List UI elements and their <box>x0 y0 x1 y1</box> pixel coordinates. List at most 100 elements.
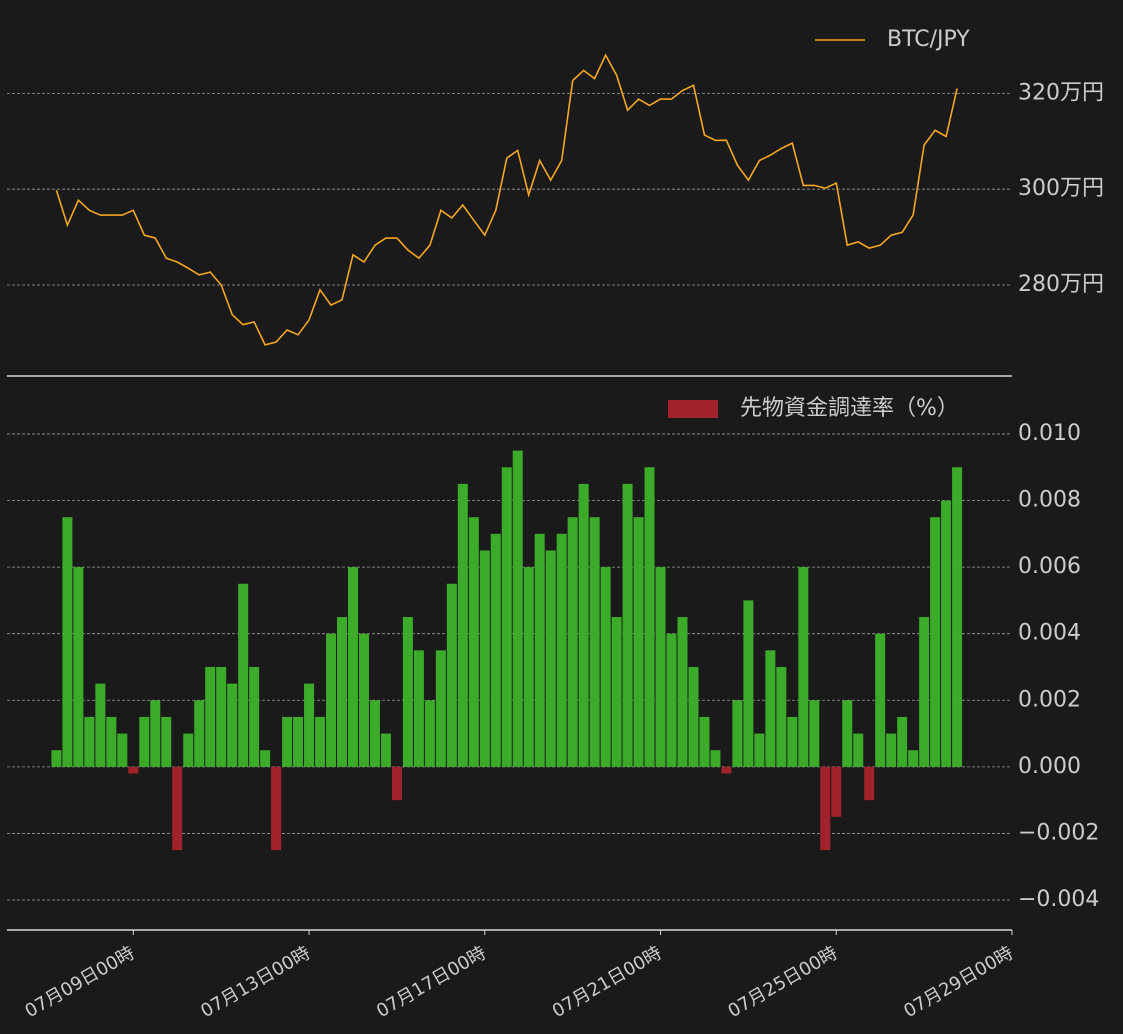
bar <box>787 716 798 767</box>
bar <box>578 483 589 767</box>
y-tick-label: 0.006 <box>1018 554 1081 579</box>
bar <box>897 716 908 767</box>
bar <box>523 567 534 767</box>
y-tick-label: 0.002 <box>1018 687 1081 712</box>
bar <box>941 500 952 767</box>
bar <box>446 583 457 767</box>
y-tick-label: 0.004 <box>1018 621 1081 646</box>
bar <box>468 517 479 767</box>
bar <box>831 766 842 817</box>
bar <box>886 733 897 767</box>
bar <box>369 700 380 767</box>
bar <box>106 716 117 767</box>
bar <box>600 567 611 767</box>
bar <box>282 716 293 767</box>
bar <box>556 533 567 767</box>
bar <box>435 650 446 767</box>
bar <box>567 517 578 767</box>
bar <box>545 550 556 767</box>
bar <box>271 766 282 851</box>
bar <box>172 766 183 851</box>
bar <box>249 666 260 767</box>
bar <box>413 650 424 767</box>
bar <box>62 517 73 767</box>
bar <box>655 567 666 767</box>
bar <box>457 483 468 767</box>
bar <box>205 666 216 767</box>
bar <box>589 517 600 767</box>
bar <box>238 583 249 767</box>
bar <box>699 716 710 767</box>
bar <box>293 716 304 767</box>
bar <box>721 766 732 774</box>
bar <box>732 700 743 767</box>
bar <box>490 533 501 767</box>
bar <box>611 617 622 767</box>
bar <box>479 550 490 767</box>
y-tick-label: 320万円 <box>1018 80 1104 105</box>
bar <box>161 716 172 767</box>
bar <box>622 483 633 767</box>
bar <box>117 733 128 767</box>
bar <box>402 617 413 767</box>
bar <box>798 567 809 767</box>
bar <box>326 633 337 767</box>
bar <box>194 700 205 767</box>
bar <box>677 617 688 767</box>
bar <box>633 517 644 767</box>
bar <box>73 567 84 767</box>
bar <box>864 766 875 801</box>
bar <box>315 716 326 767</box>
bar <box>84 716 95 767</box>
y-tick-label: 0.010 <box>1018 421 1081 446</box>
bar <box>776 666 787 767</box>
y-tick-label: 280万円 <box>1018 272 1104 297</box>
bar <box>358 633 369 767</box>
bar <box>765 650 776 767</box>
bar <box>391 766 402 801</box>
bar <box>919 617 930 767</box>
bar <box>501 467 512 767</box>
bar <box>688 666 699 767</box>
bar <box>743 600 754 767</box>
legend-swatch <box>668 400 718 418</box>
bar <box>260 750 271 767</box>
bar <box>930 517 941 767</box>
bar <box>347 567 358 767</box>
bar <box>534 533 545 767</box>
bar <box>380 733 391 767</box>
bar <box>150 700 161 767</box>
bar <box>337 617 347 767</box>
bar <box>908 750 919 767</box>
bar <box>809 700 820 767</box>
legend-label: 先物資金調達率（%） <box>740 396 959 421</box>
bar <box>952 467 963 767</box>
bar <box>666 633 677 767</box>
bar <box>51 750 62 767</box>
bar <box>875 633 886 767</box>
bar <box>424 700 435 767</box>
bar <box>128 766 139 774</box>
bar <box>139 716 150 767</box>
bar <box>183 733 194 767</box>
y-tick-label: −0.002 <box>1018 820 1099 845</box>
bar <box>304 683 315 767</box>
bar <box>853 733 864 767</box>
y-tick-label: −0.004 <box>1018 887 1099 912</box>
bar <box>227 683 238 767</box>
bar <box>512 450 523 767</box>
bar <box>842 700 853 767</box>
y-tick-label: 0.008 <box>1018 488 1081 513</box>
y-tick-label: 0.000 <box>1018 754 1081 779</box>
legend-label: BTC/JPY <box>887 27 970 52</box>
bar <box>754 733 765 767</box>
bar <box>710 750 721 767</box>
y-tick-label: 300万円 <box>1018 176 1104 201</box>
bar <box>820 766 831 851</box>
bar <box>95 683 106 767</box>
bar <box>644 467 655 767</box>
bar <box>216 666 227 767</box>
price-line <box>55 53 958 346</box>
